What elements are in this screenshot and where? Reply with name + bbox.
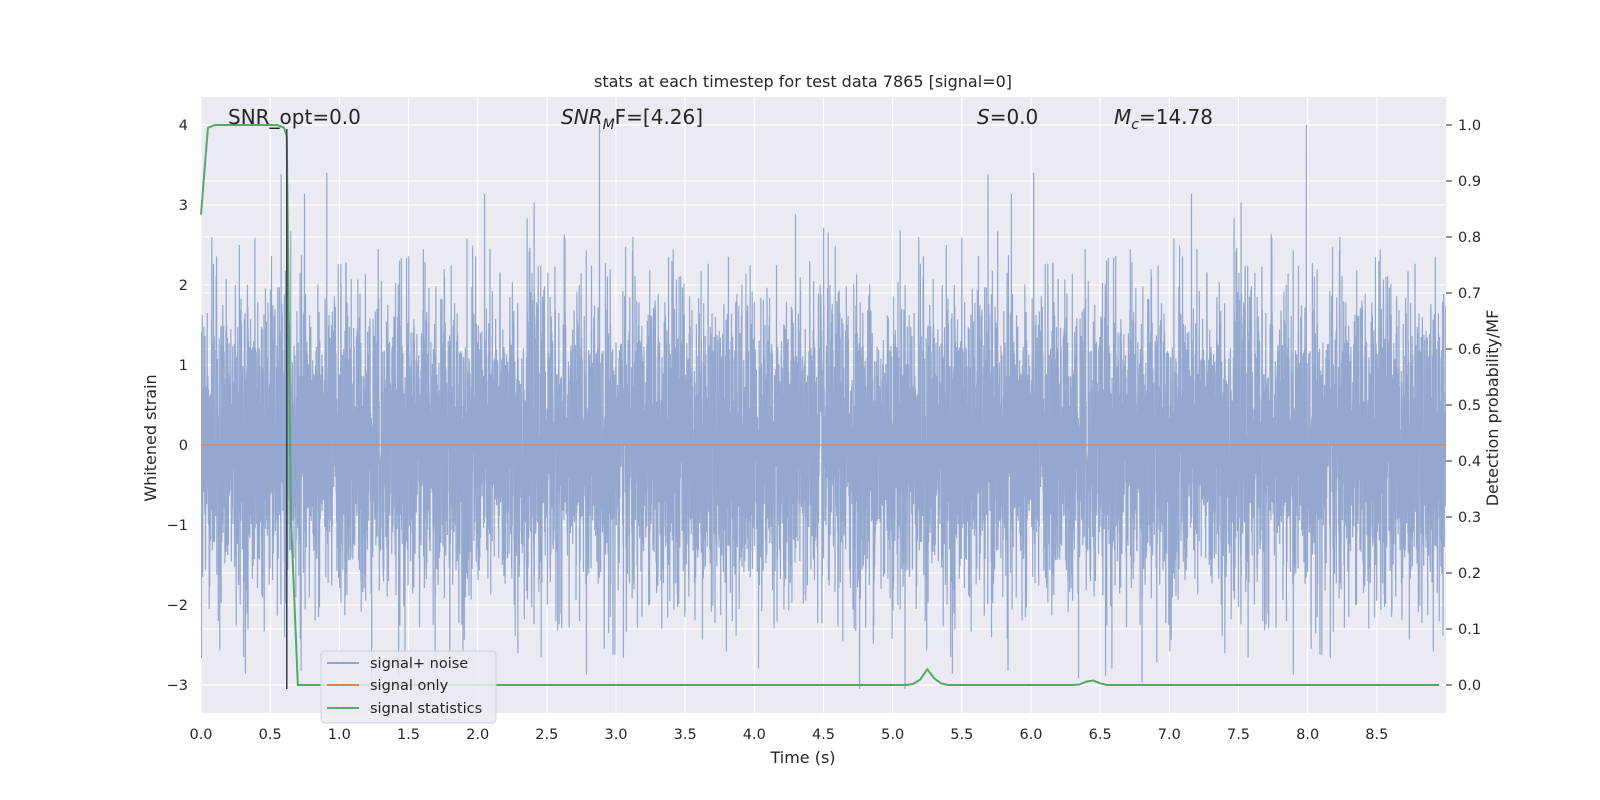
x-tick-label: 1.5	[397, 727, 420, 743]
legend-box	[320, 650, 497, 724]
x-tick-label: 8.0	[1296, 727, 1319, 743]
y-tick-label: −1	[167, 518, 188, 534]
y-tick-label: 1	[179, 358, 188, 374]
legend-label-signal-statistics: signal statistics	[370, 701, 482, 717]
y-right-tick-label: 0.6	[1458, 342, 1481, 358]
x-tick-label: 5.5	[950, 727, 973, 743]
y-tick-label: 4	[179, 118, 188, 134]
x-tick-label: 0.5	[259, 727, 282, 743]
series-signal-noise	[201, 124, 1446, 690]
x-tick-label: 4.0	[743, 727, 766, 743]
y-right-tick-label: 0.2	[1458, 566, 1481, 582]
y-axis-label: Whitened strain	[141, 374, 160, 501]
y-right-tick-label: 0.8	[1458, 230, 1481, 246]
y-right-tick-label: 1.0	[1458, 118, 1481, 134]
y-tick-labels: −3 −2 −1 0 1 2 3 4	[167, 118, 188, 694]
annotation-s-val: =0.0	[990, 105, 1039, 129]
x-tick-label: 2.0	[466, 727, 489, 743]
x-tick-label: 6.5	[1089, 727, 1112, 743]
annotation-s-sym: S	[977, 105, 990, 129]
x-tick-label: 6.0	[1019, 727, 1042, 743]
chart-title: stats at each timestep for test data 786…	[594, 72, 1012, 91]
y-right-tick-label: 0.1	[1458, 622, 1481, 638]
y-tick-label: 3	[179, 198, 188, 214]
annotation-snr-opt: SNR_opt=0.0	[228, 105, 361, 129]
annotation-mc: Mc=14.78	[1114, 105, 1213, 133]
legend: signal+ noise signal only signal statist…	[320, 650, 497, 724]
x-tick-labels: 0.0 0.5 1.0 1.5 2.0 2.5 3.0 3.5 4.0 4.5 5.0 5.5 6.0 6…	[189, 727, 1388, 743]
y-right-tick-label: 0.9	[1458, 174, 1481, 190]
y-tick-label: 2	[179, 278, 188, 294]
x-tick-label: 7.5	[1227, 727, 1250, 743]
y-right-axis-label: Detection probability/MF	[1483, 310, 1502, 507]
series-line-signal-statistics	[200, 124, 1440, 686]
y-right-tick-labels: 0.0 0.1 0.2 0.3 0.4 0.5 0.6 0.7 0.8 0.9 1.0	[1446, 118, 1481, 694]
annotation-snr-mf-sub: M	[603, 117, 615, 133]
legend-label-signal-noise: signal+ noise	[370, 656, 468, 672]
x-tick-label: 1.0	[328, 727, 351, 743]
x-tick-label: 8.5	[1365, 727, 1388, 743]
y-right-tick-label: 0.5	[1458, 398, 1481, 414]
annotation-snr-mf-base: SNR	[561, 105, 603, 129]
annotation-snr-mf: SNRMF=[4.26]	[561, 105, 703, 133]
annotation-mc-sym: M	[1114, 105, 1131, 129]
y-tick-label: 0	[179, 438, 188, 454]
series-signal-statistics	[200, 124, 1440, 686]
y-tick-label: −2	[167, 598, 188, 614]
x-tick-label: 5.0	[881, 727, 904, 743]
annotation-mc-val: =14.78	[1139, 105, 1213, 129]
y-right-tick-label: 0.4	[1458, 454, 1481, 470]
annotation-mc-sub: c	[1131, 117, 1139, 133]
x-tick-label: 3.5	[674, 727, 697, 743]
x-tick-label: 0.0	[189, 727, 212, 743]
x-tick-label: 3.0	[604, 727, 627, 743]
y-right-tick-label: 0.0	[1458, 678, 1481, 694]
x-tick-label: 7.0	[1158, 727, 1181, 743]
y-right-tick-label: 0.7	[1458, 286, 1481, 302]
legend-label-signal-only: signal only	[370, 678, 449, 694]
y-tick-label: −3	[167, 678, 188, 694]
annotation-s: S=0.0	[977, 105, 1038, 129]
annotation-snr-mf-suffix: F=[4.26]	[615, 105, 703, 129]
series-line-signal-noise	[201, 124, 1446, 690]
x-axis-label: Time (s)	[769, 748, 835, 767]
x-tick-label: 2.5	[535, 727, 558, 743]
y-right-tick-label: 0.3	[1458, 510, 1481, 526]
x-tick-label: 4.5	[812, 727, 835, 743]
